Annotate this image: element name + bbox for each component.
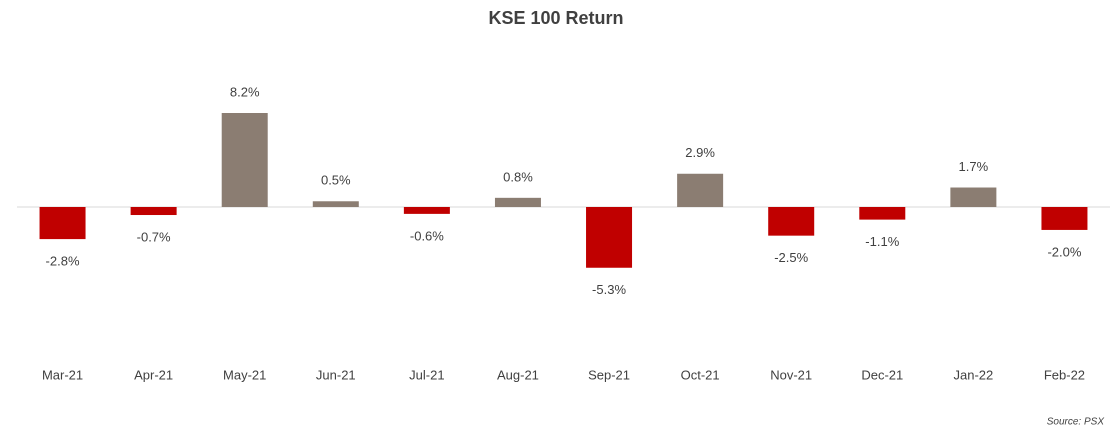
bar [1041,207,1088,230]
x-tick-label: Apr-21 [134,367,173,382]
x-tick-label: Jul-21 [409,367,444,382]
x-tick-label: Nov-21 [770,367,812,382]
x-tick-label: Aug-21 [497,367,539,382]
chart-title: KSE 100 Return [488,8,623,28]
data-label: 2.9% [685,145,715,160]
bar [403,207,450,214]
bar [312,201,359,207]
x-tick-label: Oct-21 [681,367,720,382]
bar [494,197,541,207]
data-label: 0.8% [503,169,533,184]
data-label: -5.3% [592,282,626,297]
bar [221,113,268,207]
bar [859,207,906,220]
data-label: 1.7% [959,159,989,174]
x-tick-label: Dec-21 [861,367,903,382]
bar [677,173,724,207]
bar [39,207,86,240]
data-label: -0.7% [137,229,171,244]
bar [768,207,815,236]
data-label: 0.5% [321,173,351,188]
x-tick-label: Mar-21 [42,367,83,382]
x-tick-label: Sep-21 [588,367,630,382]
data-label: -0.6% [410,228,444,243]
bar [950,187,997,207]
data-label: -2.5% [774,250,808,265]
data-label: -1.1% [865,234,899,249]
x-tick-label: Jun-21 [316,367,356,382]
x-tick-label: May-21 [223,367,266,382]
bar [586,207,633,268]
data-label: 8.2% [230,84,260,99]
data-label: -2.8% [46,254,80,269]
source-note: Source: PSX [1047,417,1105,428]
x-tick-label: Feb-22 [1044,367,1085,382]
data-label: -2.0% [1047,244,1081,259]
x-tick-label: Jan-22 [954,367,994,382]
bar [130,207,177,216]
